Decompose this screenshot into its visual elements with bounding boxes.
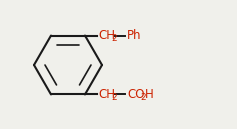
Text: Ph: Ph [127, 29, 141, 42]
Text: H: H [145, 88, 154, 101]
Text: CO: CO [127, 88, 145, 101]
Text: 2: 2 [140, 93, 146, 102]
Text: 2: 2 [111, 34, 117, 43]
Text: CH: CH [98, 88, 115, 101]
Text: 2: 2 [111, 93, 117, 102]
Text: CH: CH [98, 29, 115, 42]
